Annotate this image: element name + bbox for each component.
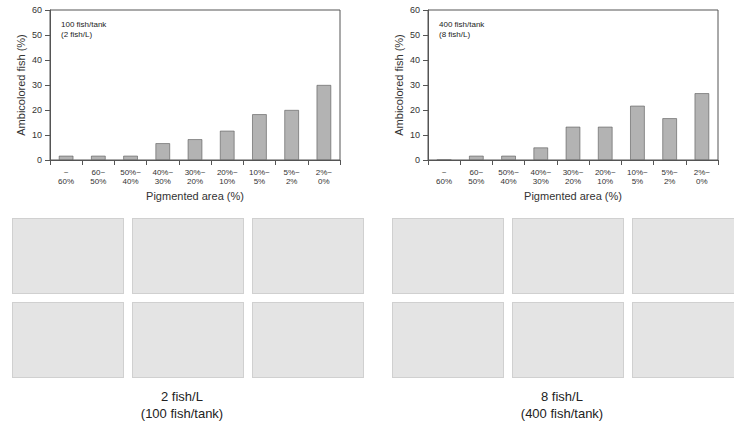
svg-text:60~: 60~ [470, 168, 484, 177]
svg-text:40%~: 40%~ [530, 168, 551, 177]
svg-text:60%: 60% [436, 177, 452, 186]
svg-text:50: 50 [32, 30, 42, 40]
html-text:(400 fish/tank): (400 fish/tank) [520, 406, 604, 421]
svg-text:10: 10 [32, 130, 42, 140]
svg-text:40: 40 [32, 55, 42, 65]
svg-text:30: 30 [410, 80, 420, 90]
svg-text:50%: 50% [90, 177, 106, 186]
svg-text:10%: 10% [597, 177, 613, 186]
svg-text:5%: 5% [632, 177, 644, 186]
svg-text:30%~: 30%~ [185, 168, 206, 177]
svg-text:20: 20 [410, 105, 420, 115]
svg-text:20%: 20% [565, 177, 581, 186]
svg-text:100 fish/tank: 100 fish/tank [61, 20, 107, 29]
svg-text:5%: 5% [254, 177, 266, 186]
svg-text:60: 60 [32, 5, 42, 15]
svg-text:Ambicolored fish (%): Ambicolored fish (%) [393, 34, 405, 135]
svg-text:0%: 0% [696, 177, 708, 186]
svg-text:Pigmented area (%): Pigmented area (%) [524, 190, 622, 202]
html-text:8 fish/L: 8 fish/L [541, 389, 583, 404]
svg-text:2%: 2% [286, 177, 298, 186]
svg-text:~: ~ [442, 168, 447, 177]
svg-text:5%~: 5%~ [284, 168, 301, 177]
svg-text:30%~: 30%~ [563, 168, 584, 177]
svg-text:30: 30 [32, 80, 42, 90]
svg-text:10%~: 10%~ [249, 168, 270, 177]
svg-text:(8 fish/L): (8 fish/L) [439, 30, 470, 39]
svg-text:30%: 30% [533, 177, 549, 186]
html-text:2 fish/L: 2 fish/L [161, 389, 203, 404]
svg-text:(2 fish/L): (2 fish/L) [61, 30, 92, 39]
svg-text:60~: 60~ [92, 168, 106, 177]
svg-text:Ambicolored fish (%): Ambicolored fish (%) [15, 34, 27, 135]
svg-text:2%: 2% [664, 177, 676, 186]
svg-text:10%~: 10%~ [627, 168, 648, 177]
svg-text:40: 40 [410, 55, 420, 65]
html-text:(100 fish/tank): (100 fish/tank) [140, 406, 224, 421]
svg-text:2%~: 2%~ [694, 168, 711, 177]
svg-text:20: 20 [32, 105, 42, 115]
svg-text:2%~: 2%~ [316, 168, 333, 177]
svg-text:~: ~ [64, 168, 69, 177]
svg-text:10: 10 [410, 130, 420, 140]
svg-text:20%: 20% [187, 177, 203, 186]
svg-text:40%: 40% [123, 177, 139, 186]
svg-text:60%: 60% [58, 177, 74, 186]
svg-text:20%~: 20%~ [595, 168, 616, 177]
svg-text:0: 0 [415, 155, 420, 165]
svg-text:0: 0 [37, 155, 42, 165]
svg-text:40%: 40% [501, 177, 517, 186]
svg-text:30%: 30% [155, 177, 171, 186]
svg-text:400 fish/tank: 400 fish/tank [439, 20, 485, 29]
svg-text:50%: 50% [468, 177, 484, 186]
svg-text:Pigmented area (%): Pigmented area (%) [146, 190, 244, 202]
svg-text:50: 50 [410, 30, 420, 40]
svg-text:50%~: 50%~ [120, 168, 141, 177]
svg-text:0%: 0% [318, 177, 330, 186]
svg-text:40%~: 40%~ [152, 168, 173, 177]
svg-text:10%: 10% [219, 177, 235, 186]
svg-text:5%~: 5%~ [662, 168, 679, 177]
svg-text:60: 60 [410, 5, 420, 15]
svg-text:20%~: 20%~ [217, 168, 238, 177]
svg-text:50%~: 50%~ [498, 168, 519, 177]
